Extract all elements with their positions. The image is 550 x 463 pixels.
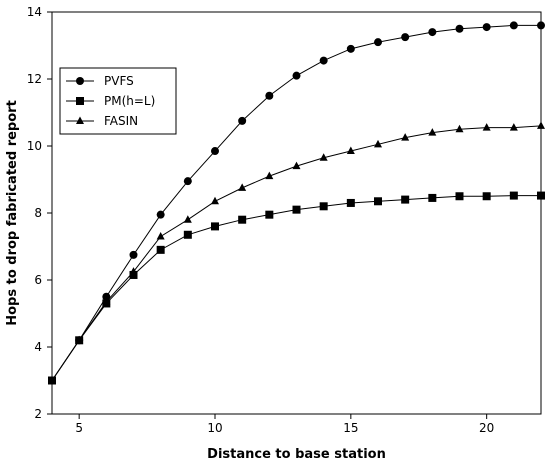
data-point — [374, 139, 382, 148]
data-point — [482, 192, 491, 201]
data-point — [48, 376, 56, 384]
data-point — [401, 195, 410, 204]
data-point — [428, 128, 437, 136]
data-point — [156, 245, 165, 254]
legend-marker — [76, 97, 84, 105]
data-point — [455, 192, 464, 201]
data-point — [319, 56, 328, 65]
data-point — [537, 121, 545, 129]
data-point — [482, 23, 491, 32]
data-point — [265, 171, 274, 180]
data-point — [401, 133, 410, 141]
data-point — [238, 215, 247, 224]
data-point — [292, 205, 301, 214]
legend-label: PVFS — [104, 74, 134, 88]
data-point — [211, 147, 219, 156]
data-point — [238, 183, 247, 191]
y-axis-label: Hops to drop fabricated report — [5, 100, 20, 326]
y-tick-label: 14 — [27, 5, 42, 19]
y-tick-label: 8 — [34, 206, 42, 220]
legend: PVFS PM(h=L) FASIN — [59, 67, 177, 135]
data-point — [156, 210, 165, 219]
data-point — [319, 153, 328, 161]
data-point — [428, 28, 437, 37]
data-point — [537, 21, 545, 30]
data-point — [102, 292, 111, 301]
data-point — [292, 71, 301, 80]
data-point — [156, 231, 165, 240]
series-square — [48, 191, 545, 385]
x-tick-label: 5 — [75, 421, 83, 435]
x-axis: 5 10 15 20 — [75, 414, 494, 435]
y-tick-label: 4 — [34, 340, 42, 354]
data-point — [428, 193, 437, 202]
data-point — [211, 196, 219, 205]
legend-label: PM(h=L) — [104, 94, 155, 108]
data-point — [238, 116, 247, 125]
data-point — [346, 198, 355, 207]
data-point — [509, 21, 518, 30]
data-point — [374, 197, 382, 206]
y-tick-label: 10 — [27, 139, 42, 153]
data-point — [211, 222, 219, 231]
y-tick-label: 6 — [34, 273, 42, 287]
data-point — [183, 230, 192, 239]
data-point — [75, 335, 84, 344]
data-point — [183, 215, 192, 223]
data-point — [455, 124, 464, 133]
data-point — [319, 202, 328, 211]
y-axis: 2 4 6 8 10 12 14 — [27, 5, 52, 421]
data-point — [401, 33, 410, 42]
data-point — [129, 270, 138, 279]
data-point — [346, 146, 355, 155]
data-point — [183, 177, 192, 186]
data-point — [129, 267, 138, 275]
x-tick-label: 20 — [479, 421, 494, 435]
x-tick-label: 10 — [207, 421, 222, 435]
y-tick-label: 12 — [27, 72, 42, 86]
data-point — [292, 161, 301, 170]
series-layer — [48, 21, 545, 385]
data-point — [265, 91, 274, 100]
data-point — [482, 123, 491, 131]
legend-label: FASIN — [104, 114, 138, 128]
data-point — [455, 24, 464, 33]
x-tick-label: 15 — [343, 421, 358, 435]
series-triangle — [48, 121, 545, 384]
legend-marker — [76, 116, 84, 124]
x-axis-label: Distance to base station — [207, 447, 386, 462]
data-point — [509, 191, 518, 200]
data-point — [102, 297, 111, 305]
series-line — [51, 195, 541, 381]
data-point — [537, 191, 545, 200]
data-point — [509, 123, 518, 131]
legend-marker — [76, 77, 84, 85]
data-point — [129, 250, 138, 259]
data-point — [346, 44, 355, 53]
y-tick-label: 2 — [34, 407, 42, 421]
data-point — [374, 38, 382, 47]
data-point — [265, 210, 274, 219]
